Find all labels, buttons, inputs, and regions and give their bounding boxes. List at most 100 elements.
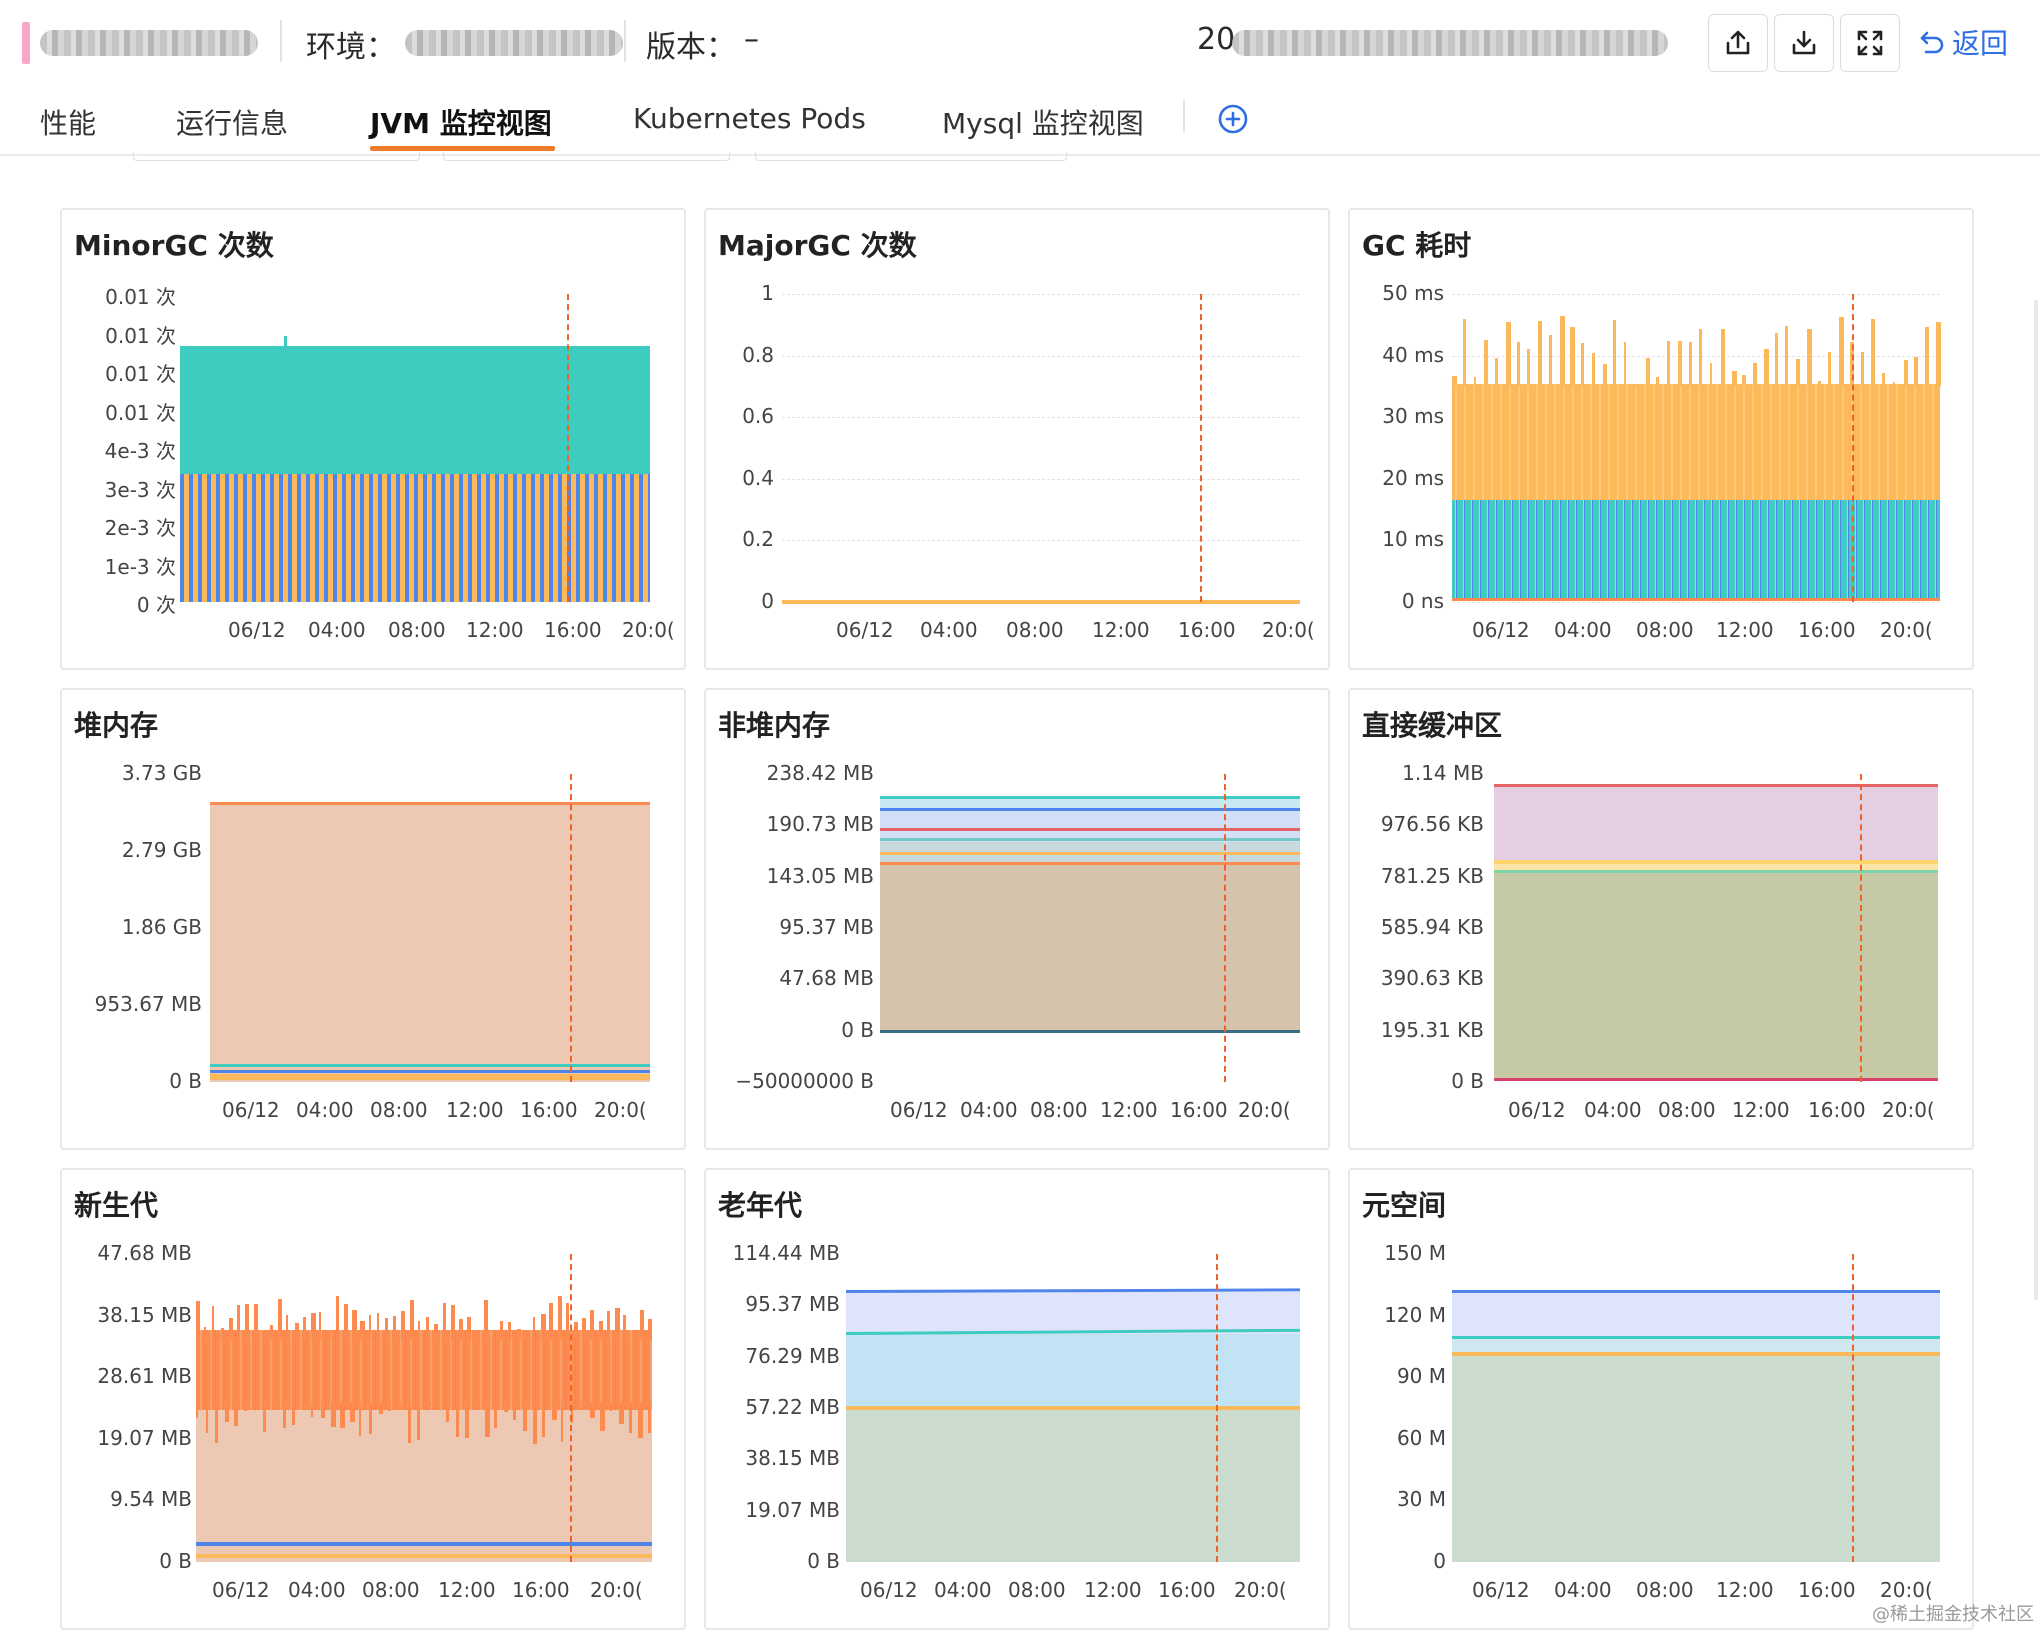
x-axis-tick-label: 12:00 — [446, 1098, 504, 1122]
series-spike — [349, 1402, 355, 1423]
series-spike — [574, 1321, 579, 1340]
series-spike — [340, 1402, 346, 1428]
x-axis-tick-label: 12:00 — [1732, 1098, 1790, 1122]
filter-control[interactable] — [443, 152, 730, 161]
page-scrollbar[interactable] — [2034, 300, 2038, 1300]
gridline — [782, 478, 1300, 480]
series-spike — [1914, 356, 1919, 386]
series-spike — [1516, 341, 1520, 386]
tab-mysql-monitor[interactable]: Mysql 监控视图 — [942, 107, 1144, 140]
y-axis-tick-label: 0.2 — [742, 527, 774, 552]
gridline — [1452, 355, 1940, 357]
tab-kubernetes-pods[interactable]: Kubernetes Pods — [633, 102, 866, 135]
timestamp-prefix: 20 — [1197, 22, 1236, 57]
series-spike — [1785, 325, 1789, 386]
x-axis-tick-label: 08:00 — [1658, 1098, 1716, 1122]
series-spike — [360, 1321, 366, 1340]
download-button[interactable] — [1774, 14, 1834, 72]
series-spike — [278, 1299, 283, 1340]
series-spike — [319, 1311, 322, 1340]
chart-title: 老年代 — [718, 1189, 803, 1222]
series-spike — [321, 1402, 326, 1418]
gridline — [782, 417, 1300, 419]
y-axis-tick-label: 3e-3 次 — [104, 477, 176, 502]
add-tab-button[interactable] — [1217, 103, 1249, 139]
x-axis-tick-label: 20:0( — [1234, 1578, 1287, 1602]
series-spike — [1624, 342, 1627, 386]
series-spike — [1903, 359, 1908, 386]
y-axis-tick-label: 390.63 KB — [1380, 966, 1484, 991]
series-spike — [282, 1402, 286, 1428]
x-axis-tick-label: 20:0( — [1238, 1098, 1291, 1122]
series-spike — [1936, 322, 1941, 386]
share-button[interactable] — [1708, 14, 1768, 72]
series-spike — [483, 1299, 488, 1340]
tab-runtime-info[interactable]: 运行信息 — [176, 107, 289, 140]
x-axis-tick-label: 04:00 — [934, 1578, 992, 1602]
x-axis-tick-label: 16:00 — [1178, 618, 1236, 642]
series-spike — [359, 1402, 362, 1436]
series-spike — [1892, 382, 1895, 386]
y-axis-tick-label: 2e-3 次 — [104, 516, 176, 540]
series-spike — [582, 1317, 587, 1340]
series-line-yellow — [1494, 860, 1938, 864]
y-axis-tick-label: 50 ms — [1382, 281, 1444, 305]
header-divider — [624, 20, 626, 62]
series-spike — [368, 1314, 371, 1340]
series-spike — [269, 1325, 273, 1340]
series-spike — [436, 1402, 440, 1410]
series-area-heap — [210, 804, 650, 1082]
series-spike — [458, 1318, 463, 1340]
chart-panel-gc-time: GC 耗时 50 ms 40 ms 30 ms 20 ms 10 ms 0 ns 06/12… — [1348, 208, 1974, 670]
series-spike — [494, 1402, 498, 1429]
series-spike — [628, 1402, 632, 1434]
x-axis-tick-label: 20:0( — [1880, 618, 1933, 642]
series-spike — [615, 1307, 621, 1340]
series-spike — [532, 1402, 537, 1444]
x-axis-tick-label: 12:00 — [1716, 1578, 1774, 1602]
env-value-redacted — [405, 30, 623, 56]
series-spike — [599, 1402, 605, 1431]
current-time-marker — [567, 294, 569, 602]
series-band-orange — [196, 1330, 652, 1410]
filter-control[interactable] — [755, 152, 1067, 161]
series-spike — [1688, 342, 1692, 386]
y-axis-tick-label: 40 ms — [1382, 342, 1444, 367]
x-axis-tick-label: 16:00 — [1170, 1098, 1228, 1122]
series-spike — [292, 1402, 296, 1426]
series-spike — [327, 1330, 332, 1340]
y-axis-tick-label: 0.01 次 — [105, 285, 176, 309]
y-axis-tick-label: 28.61 MB — [97, 1364, 192, 1389]
series-spike — [417, 1402, 421, 1440]
series-spike — [426, 1317, 430, 1340]
back-button[interactable]: 返回 — [1918, 22, 2008, 62]
series-spike — [1849, 342, 1854, 386]
series-line-deep-orange — [880, 862, 1300, 865]
series-spike — [467, 1316, 472, 1340]
series-area-teal — [1452, 1338, 1940, 1354]
series-line-base — [880, 1030, 1300, 1033]
y-axis-tick-label: 30 ms — [1382, 404, 1444, 429]
series-line-orange — [846, 1406, 1300, 1410]
series-spike — [571, 1402, 574, 1424]
fullscreen-button[interactable] — [1840, 14, 1900, 72]
tab-jvm-monitor[interactable]: JVM 监控视图 — [370, 107, 552, 140]
series-spike — [294, 1323, 299, 1340]
y-axis-tick-label: 1 — [761, 281, 774, 305]
y-axis-tick-label: 0.4 — [742, 465, 774, 490]
series-spike — [1720, 329, 1725, 386]
series-spike — [1763, 349, 1769, 386]
x-axis-tick-label: 12:00 — [1100, 1098, 1158, 1122]
x-axis-tick-label: 08:00 — [1636, 1578, 1694, 1602]
series-spike — [549, 1303, 554, 1340]
series-spike — [532, 1316, 535, 1340]
tab-performance[interactable]: 性能 — [40, 107, 97, 140]
series-spike — [426, 1402, 431, 1407]
series-spike — [397, 1402, 401, 1410]
series-spike — [407, 1402, 411, 1444]
series-spike — [1645, 358, 1650, 386]
back-label: 返回 — [1952, 27, 2009, 60]
y-axis-tick-label: 38.15 MB — [745, 1446, 840, 1471]
filter-control[interactable] — [133, 152, 420, 161]
y-axis-tick-label: 30 M — [1396, 1487, 1446, 1512]
